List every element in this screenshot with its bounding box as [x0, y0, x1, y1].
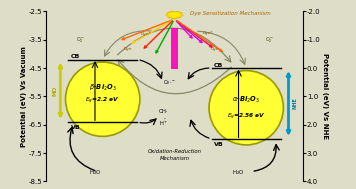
Text: H$^+$: H$^+$: [159, 119, 168, 128]
Text: NHE: NHE: [292, 98, 297, 109]
Text: CB: CB: [214, 63, 224, 68]
Text: $E_g$=2.56 eV: $E_g$=2.56 eV: [227, 111, 266, 122]
Bar: [171, 28, 178, 70]
Text: Dye: Dye: [123, 47, 132, 51]
Text: CB: CB: [70, 54, 80, 59]
Text: O$_2^-$: O$_2^-$: [266, 35, 274, 45]
Y-axis label: Potential (eV) Vs Vacuum: Potential (eV) Vs Vacuum: [21, 46, 27, 147]
Y-axis label: Potential (eV) Vs NHE: Potential (eV) Vs NHE: [322, 53, 328, 139]
Ellipse shape: [167, 11, 182, 18]
Text: Dye*: Dye*: [141, 33, 152, 36]
Text: OH·: OH·: [159, 109, 168, 114]
Text: -: -: [164, 116, 166, 122]
Text: O$_2$·$^-$: O$_2$·$^-$: [163, 78, 176, 87]
Text: H$_2$O: H$_2$O: [232, 168, 245, 177]
Text: MO: MO: [52, 86, 57, 96]
Text: $\beta$-Bi$_2$O$_3$: $\beta$-Bi$_2$O$_3$: [89, 82, 116, 92]
Ellipse shape: [66, 62, 140, 136]
Text: $\alpha$-Bi$_2$O$_3$: $\alpha$-Bi$_2$O$_3$: [232, 95, 260, 105]
Text: Dye*: Dye*: [203, 31, 214, 35]
Text: Dye Sensitization Mechanism: Dye Sensitization Mechanism: [190, 11, 271, 16]
Text: H$_2$O: H$_2$O: [89, 168, 101, 177]
Text: $E_g$=2.2 eV: $E_g$=2.2 eV: [85, 96, 120, 106]
Text: VB: VB: [70, 125, 80, 130]
Text: Oxidation-Reduction: Oxidation-Reduction: [147, 149, 201, 154]
Ellipse shape: [209, 70, 283, 145]
Text: O$_2^-$: O$_2^-$: [76, 35, 85, 45]
Text: Dye: Dye: [210, 47, 219, 51]
Text: Mechanism: Mechanism: [159, 156, 189, 161]
Text: VB: VB: [214, 142, 224, 147]
